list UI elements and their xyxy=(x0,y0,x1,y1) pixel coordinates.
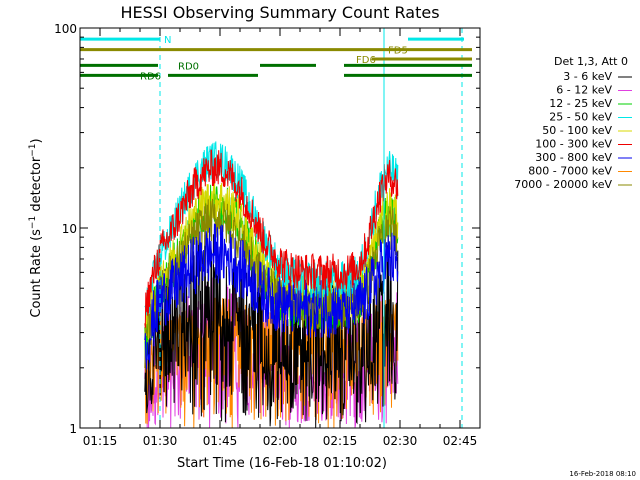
legend-label: 3 - 6 keV xyxy=(563,70,612,83)
flag-layer: N FD5 FD6 RD0 RD6 xyxy=(79,28,472,428)
data-layer xyxy=(144,141,399,428)
legend-label: 25 - 50 keV xyxy=(549,111,612,124)
series-line-6 xyxy=(144,223,399,370)
flag-label-n: N xyxy=(164,35,171,46)
legend-title: Det 1,3, Att 0 xyxy=(554,55,628,68)
flag-label-rd0: RD0 xyxy=(178,61,199,72)
y-tick-label: 1 xyxy=(69,422,77,436)
legend-label: 6 - 12 keV xyxy=(556,84,612,97)
chart-title: HESSI Observing Summary Count Rates xyxy=(120,3,439,22)
y-tick-label: 10 xyxy=(62,222,77,236)
series-line-5 xyxy=(144,149,399,328)
legend-label: 12 - 25 keV xyxy=(549,97,612,110)
legend-label: 50 - 100 keV xyxy=(542,124,612,137)
x-tick-label: 02:45 xyxy=(443,434,478,448)
x-tick-label: 02:15 xyxy=(323,434,358,448)
legend-label: 7000 - 20000 keV xyxy=(514,178,612,191)
y-tick-label: 100 xyxy=(54,22,77,36)
legend-label: 300 - 800 keV xyxy=(535,151,612,164)
axis-layer: 01:15 01:30 01:45 02:00 02:15 02:30 02:45 1 10 10… xyxy=(54,22,481,448)
x-tick-label: 02:00 xyxy=(263,434,298,448)
series-line-7 xyxy=(144,296,399,428)
flag-label-fd6: FD6 xyxy=(356,55,376,66)
flag-label-fd5: FD5 xyxy=(388,46,408,57)
x-tick-label: 02:30 xyxy=(383,434,418,448)
x-tick-label: 01:45 xyxy=(203,434,238,448)
flag-label-rd6: RD6 xyxy=(140,71,161,82)
timestamp: 16-Feb-2018 08:10 xyxy=(569,470,636,478)
x-axis-label: Start Time (16-Feb-18 01:10:02) xyxy=(177,456,387,471)
legend-label: 800 - 7000 keV xyxy=(528,165,612,178)
y-axis-label: Count Rate (s−1 detector−1) xyxy=(28,138,44,317)
x-tick-label: 01:15 xyxy=(83,434,118,448)
x-tick-label: 01:30 xyxy=(143,434,178,448)
legend-label: 100 - 300 keV xyxy=(535,138,612,151)
